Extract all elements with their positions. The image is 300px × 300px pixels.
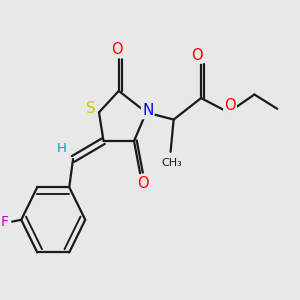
Text: O: O (191, 48, 202, 63)
Text: S: S (86, 101, 96, 116)
Text: CH₃: CH₃ (162, 158, 182, 167)
Text: H: H (56, 142, 66, 155)
Text: O: O (137, 176, 149, 191)
Text: N: N (142, 103, 153, 118)
Text: O: O (224, 98, 236, 113)
Text: O: O (111, 42, 123, 57)
Text: F: F (1, 214, 8, 229)
